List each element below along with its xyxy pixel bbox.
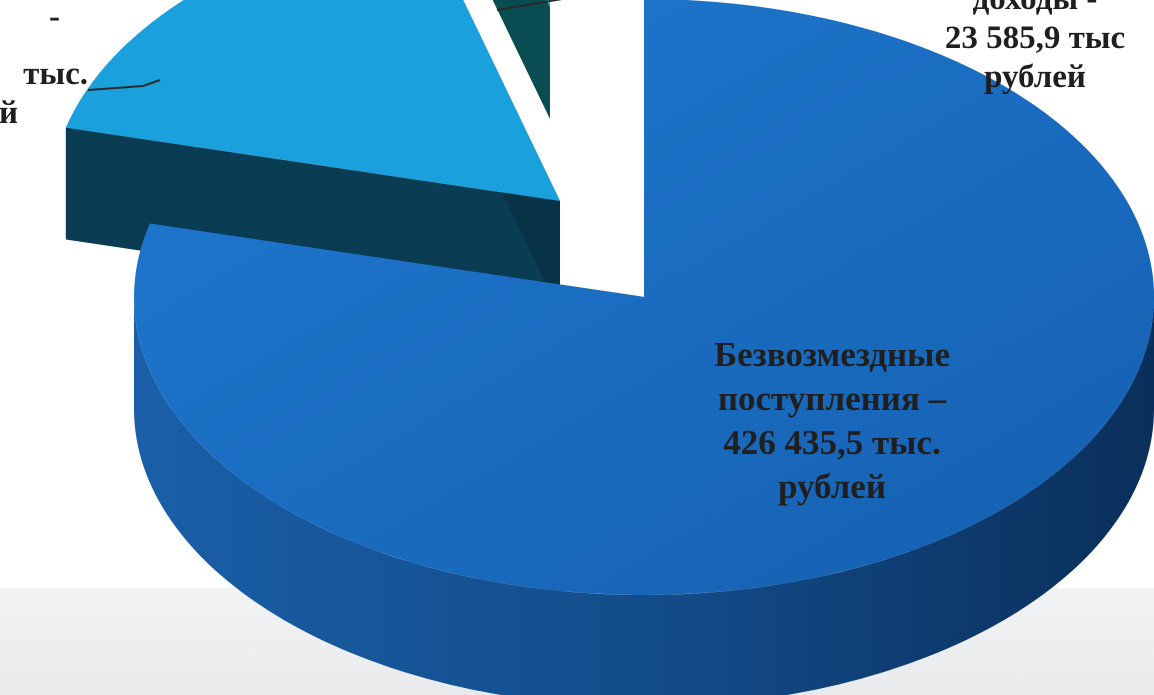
label-small-line-2: 23 585,9 тыс [944, 20, 1126, 56]
leader-line-medium-slice [87, 79, 161, 91]
slice-0-top [134, 0, 1154, 595]
label-medium-line-2: тыс. [23, 56, 88, 92]
label-small-line-1: доходы - [890, 0, 1154, 19]
label-small-slice: доходы - 23 585,9 тыс рублей [890, 0, 1154, 97]
label-main-line-4: рублей [777, 467, 886, 506]
label-medium-line-1: - [49, 0, 60, 35]
label-main-line-3: 426 435,5 тыс. [723, 423, 941, 462]
slice-0-side-wall [134, 297, 1154, 695]
slice-2-cut-face-start [492, 0, 550, 119]
label-main-line-2: поступления – [717, 379, 947, 418]
label-small-line-3: рублей [984, 59, 1086, 95]
label-medium-slice: - тыс. й [0, 0, 100, 133]
label-medium-line-3: й [0, 95, 18, 131]
leader-line-small-slice [496, 0, 563, 11]
slice-1-top [65, 0, 560, 201]
label-main-slice: Безвозмездные поступления – 426 435,5 ты… [654, 333, 1010, 509]
label-main-line-1: Безвозмездные [713, 335, 950, 374]
